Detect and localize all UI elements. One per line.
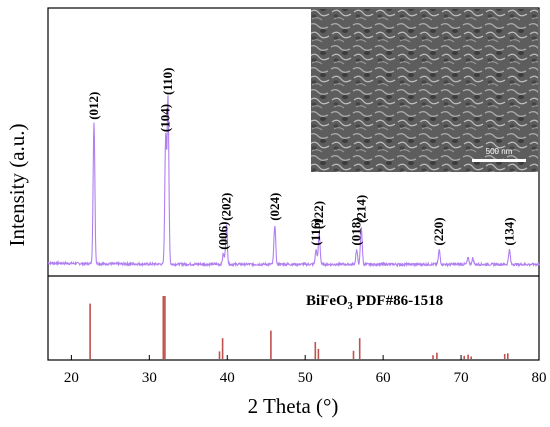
- sem-inset-image: [311, 9, 538, 172]
- x-tick-label: 70: [454, 370, 469, 386]
- peak-label: (110): [160, 68, 175, 95]
- x-tick-label: 80: [532, 370, 547, 386]
- sem-scale-bar-label: 500 nm: [486, 147, 513, 156]
- peak-label: (012): [86, 92, 101, 120]
- x-axis-ticks: 20 30 40 50 60 70 80: [64, 355, 547, 386]
- xrd-pattern-line: [47, 95, 540, 268]
- x-tick-label: 50: [298, 370, 313, 386]
- sem-inset: 500 nm: [311, 9, 538, 172]
- peak-label: (104): [158, 104, 173, 132]
- x-tick-label: 30: [142, 370, 157, 386]
- peak-label: (134): [501, 217, 516, 245]
- x-axis-label: 2 Theta (°): [248, 394, 339, 418]
- peak-label: (220): [431, 217, 446, 245]
- reference-lines: [89, 296, 509, 359]
- reference-label: BiFeO3 PDF#86-1518: [306, 293, 443, 312]
- x-tick-label: 40: [220, 370, 235, 386]
- x-tick-label: 20: [64, 370, 79, 386]
- sem-scale-bar: [472, 159, 526, 162]
- plot-frame: [47, 7, 540, 361]
- peak-labels: (012) (104) (110) (006)(202) (024) (116)(122)…: [86, 68, 516, 250]
- peak-label: (214): [353, 195, 368, 223]
- peak-label: (116): [308, 218, 323, 245]
- peak-label: (202): [219, 193, 234, 221]
- peak-label: (006): [215, 222, 230, 250]
- peak-label: (122): [311, 201, 326, 229]
- y-axis-label: Intensity (a.u.): [5, 123, 29, 246]
- peak-label: (024): [267, 193, 282, 221]
- peak-label: (018): [349, 217, 364, 245]
- x-tick-label: 60: [376, 370, 391, 386]
